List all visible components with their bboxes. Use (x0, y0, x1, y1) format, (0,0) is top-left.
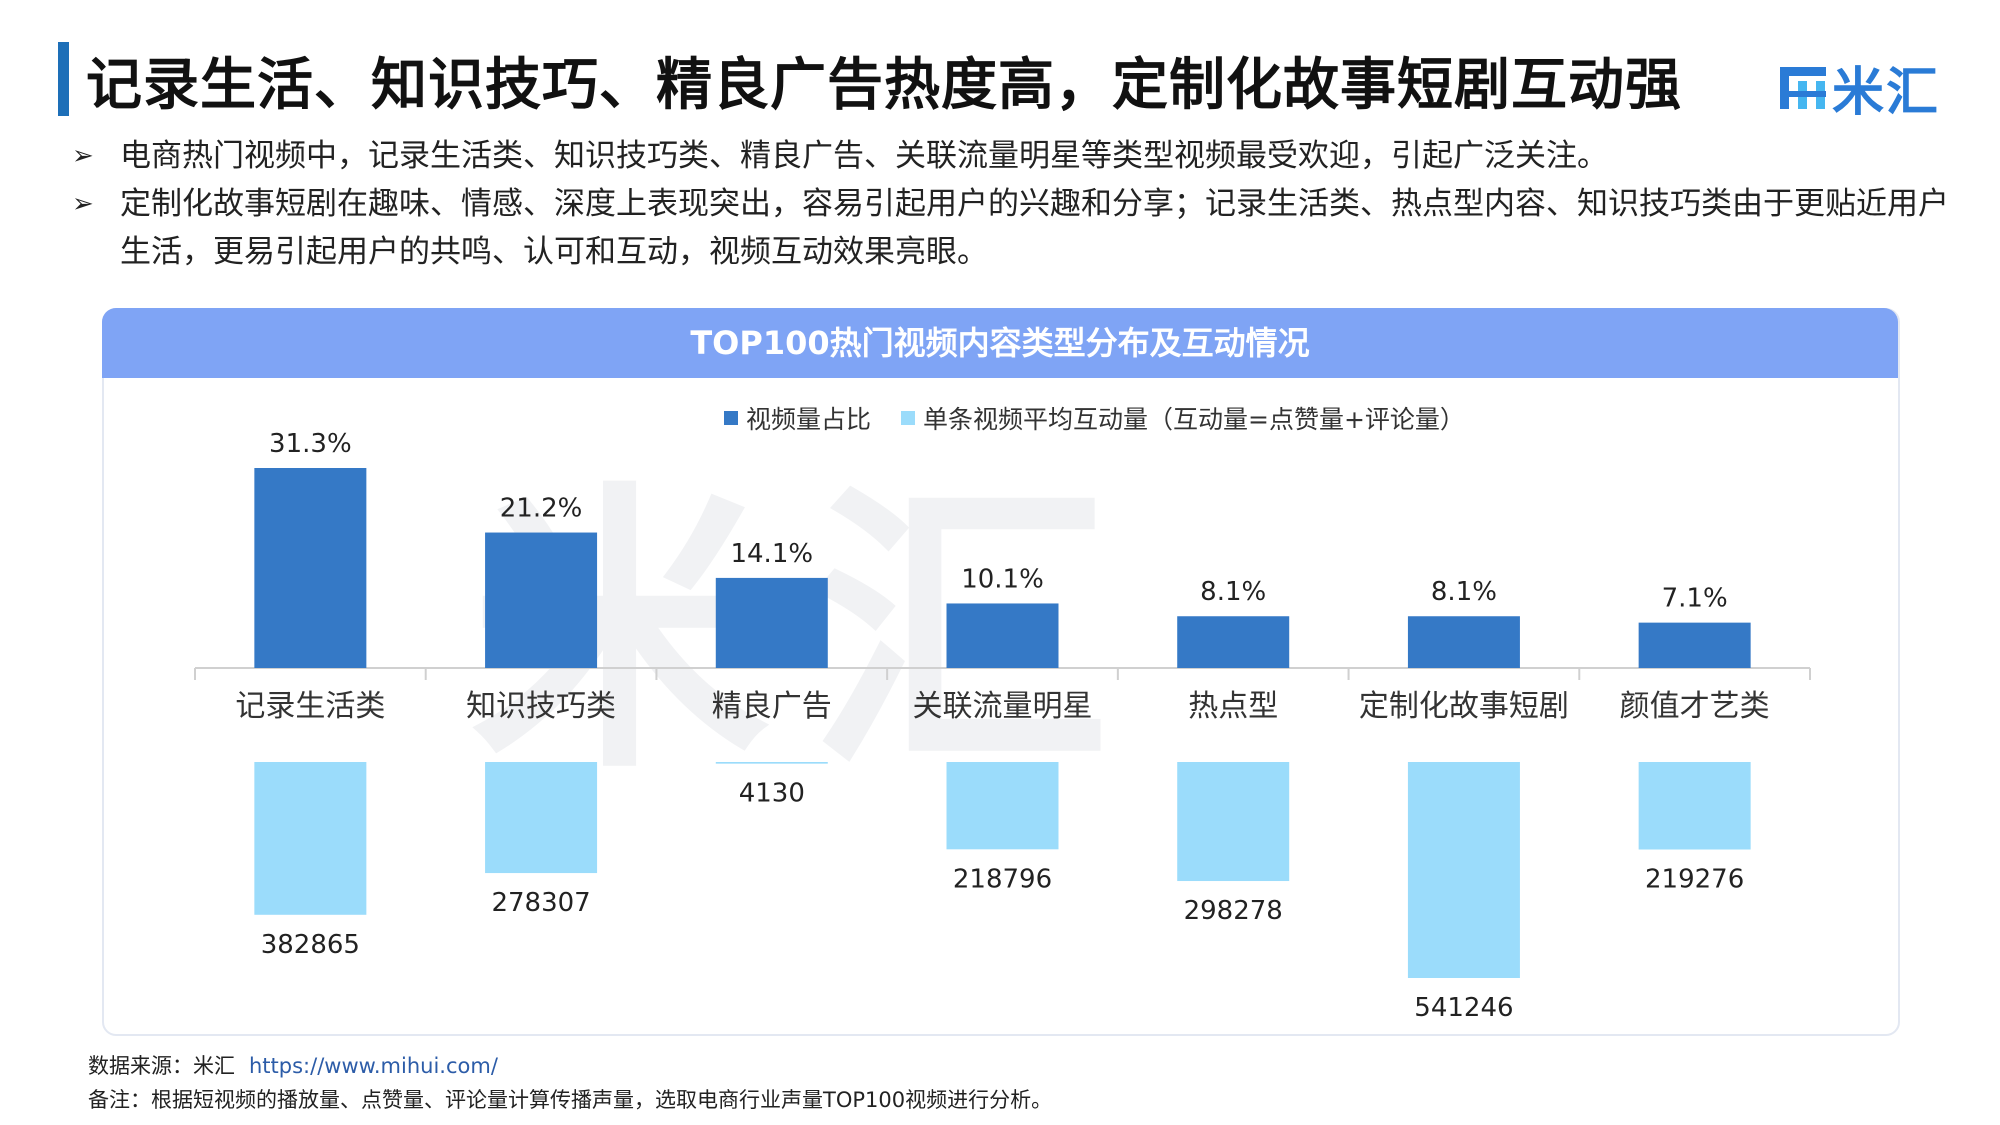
legend-label: 视频量占比 (746, 405, 872, 434)
bullet-item: ➢ 电商热门视频中，记录生活类、知识技巧类、精良广告、关联流量明星等类型视频最受… (72, 132, 1952, 180)
interaction-bar (1177, 762, 1290, 882)
bullet-list: ➢ 电商热门视频中，记录生活类、知识技巧类、精良广告、关联流量明星等类型视频最受… (72, 132, 1952, 276)
share-data-label: 14.1% (730, 539, 813, 569)
interaction-bar (254, 762, 367, 915)
logo-text: 米汇 (1832, 63, 1941, 123)
category-tick-label: 精良广告 (712, 689, 832, 724)
interaction-data-label: 218796 (953, 864, 1052, 894)
bullet-text: 定制化故事短剧在趣味、情感、深度上表现突出，容易引起用户的兴趣和分享；记录生活类… (120, 186, 1949, 270)
share-data-label: 21.2% (500, 494, 583, 524)
interaction-data-label: 541246 (1414, 993, 1513, 1023)
share-bar (1177, 616, 1290, 668)
interaction-bar (715, 762, 828, 764)
legend-swatch (901, 411, 916, 425)
data-source: 数据来源：米汇 https://www.mihui.com/ (88, 1050, 498, 1080)
share-bar (1407, 616, 1520, 668)
bullet-text: 电商热门视频中，记录生活类、知识技巧类、精良广告、关联流量明星等类型视频最受欢迎… (120, 138, 1608, 174)
share-data-label: 8.1% (1431, 577, 1497, 607)
share-data-label: 31.3% (269, 429, 352, 459)
bullet-arrow-icon: ➢ (72, 189, 94, 219)
share-data-label: 7.1% (1662, 584, 1728, 614)
source-label: 数据来源：米汇 (88, 1054, 235, 1078)
interaction-data-label: 4130 (739, 779, 805, 809)
category-tick-label: 关联流量明星 (913, 689, 1093, 724)
interaction-data-label: 298278 (1184, 896, 1283, 926)
bullet-item: ➢ 定制化故事短剧在趣味、情感、深度上表现突出，容易引起用户的兴趣和分享；记录生… (72, 180, 1952, 276)
interaction-bar (485, 762, 598, 874)
interaction-bar (946, 762, 1059, 850)
interaction-data-label: 382865 (261, 930, 360, 960)
share-bar (485, 532, 598, 668)
interaction-bar (1407, 762, 1520, 978)
category-tick-label: 知识技巧类 (466, 689, 616, 724)
share-bar (946, 603, 1059, 668)
share-bar (1638, 622, 1751, 668)
page-title: 记录生活、知识技巧、精良广告热度高，定制化故事短剧互动强 (86, 53, 1682, 118)
chart-legend: 视频量占比 单条视频平均互动量（互动量=点赞量+评论量） (724, 400, 1495, 436)
share-data-label: 8.1% (1200, 577, 1266, 607)
brand-logo: 米汇 (1780, 50, 1940, 125)
legend-swatch (724, 411, 738, 425)
chart-title: TOP100热门视频内容类型分布及互动情况 (690, 324, 1310, 362)
footnote: 备注：根据短视频的播放量、点赞量、评论量计算传播声量，选取电商行业声量TOP10… (88, 1088, 1053, 1112)
category-tick-label: 热点型 (1188, 689, 1278, 724)
legend-item: 单条视频平均互动量（互动量=点赞量+评论量） (901, 400, 1465, 436)
category-tick-label: 颜值才艺类 (1620, 689, 1770, 724)
title-accent-bar (58, 42, 69, 116)
source-link[interactable]: https://www.mihui.com/ (249, 1054, 498, 1078)
chart-card (102, 308, 1900, 1036)
legend-item: 视频量占比 (724, 400, 871, 436)
logo-icon (1780, 63, 1826, 113)
interaction-bar (1638, 762, 1751, 850)
interaction-data-label: 278307 (491, 888, 590, 918)
category-tick-label: 定制化故事短剧 (1359, 689, 1569, 724)
interaction-data-label: 219276 (1645, 865, 1744, 895)
share-data-label: 10.1% (961, 564, 1044, 594)
share-bar (254, 468, 367, 668)
share-bar (715, 577, 828, 668)
category-tick-label: 记录生活类 (235, 689, 385, 724)
chart-card-header (102, 308, 1898, 378)
bullet-arrow-icon: ➢ (72, 141, 94, 171)
legend-label: 单条视频平均互动量（互动量=点赞量+评论量） (923, 405, 1465, 434)
